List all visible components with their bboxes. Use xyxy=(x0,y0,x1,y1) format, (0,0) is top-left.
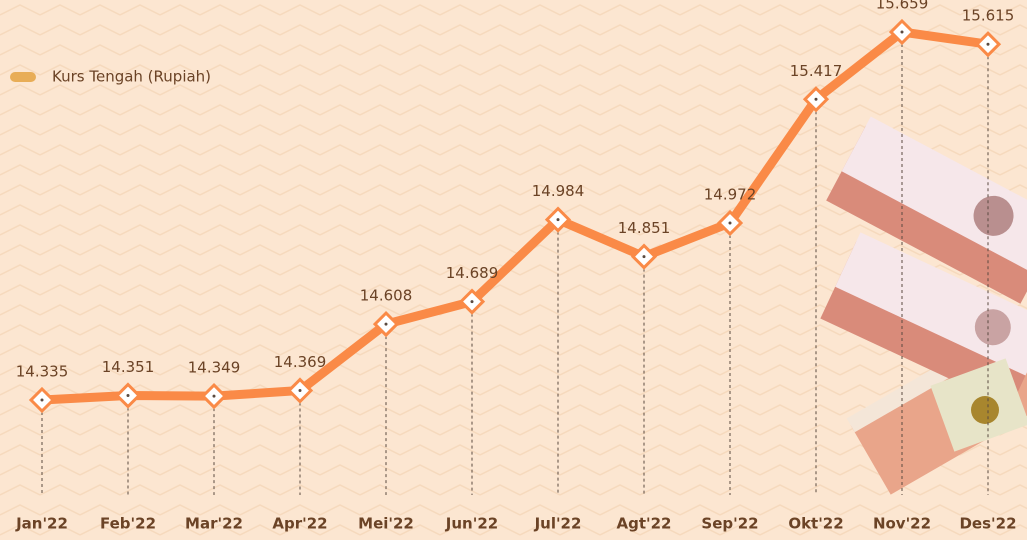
data-label: 14.689 xyxy=(446,264,499,282)
data-label: 14.972 xyxy=(704,185,757,203)
data-label: 14.608 xyxy=(360,287,413,305)
x-tick-label: Nov'22 xyxy=(873,515,931,533)
marker-dot xyxy=(126,394,130,398)
x-tick-label: Des'22 xyxy=(959,515,1016,533)
data-label: 14.851 xyxy=(618,219,671,237)
data-label: 14.984 xyxy=(532,182,585,200)
data-label: 14.369 xyxy=(274,353,327,371)
marker-dot xyxy=(728,221,732,225)
x-tick-label: Jul'22 xyxy=(534,515,582,533)
marker-dot xyxy=(212,394,216,398)
money-illustration xyxy=(820,116,1027,495)
x-tick-label: Mar'22 xyxy=(185,515,243,533)
data-line xyxy=(41,27,989,405)
marker-dot xyxy=(900,30,904,34)
x-tick-label: Jun'22 xyxy=(445,515,498,533)
x-tick-label: Feb'22 xyxy=(100,515,156,533)
legend-swatch xyxy=(10,72,36,82)
marker-dot xyxy=(298,389,302,393)
marker-dot xyxy=(384,322,388,326)
marker-dot xyxy=(556,218,560,222)
data-label: 15.615 xyxy=(962,7,1015,25)
marker-dot xyxy=(642,255,646,259)
data-label: 15.417 xyxy=(790,62,843,80)
marker-dot xyxy=(986,42,990,46)
legend-label: Kurs Tengah (Rupiah) xyxy=(52,68,211,86)
data-label: 14.351 xyxy=(102,358,155,376)
marker-dot xyxy=(470,300,474,304)
data-label: 14.349 xyxy=(188,359,241,377)
x-tick-label: Okt'22 xyxy=(788,515,843,533)
x-tick-label: Sep'22 xyxy=(701,515,758,533)
x-tick-label: Mei'22 xyxy=(358,515,414,533)
marker-dot xyxy=(814,97,818,101)
x-tick-label: Jan'22 xyxy=(15,515,68,533)
x-tick-label: Agt'22 xyxy=(617,515,672,533)
marker-dot xyxy=(40,398,44,402)
x-tick-label: Apr'22 xyxy=(272,515,327,533)
data-label: 14.335 xyxy=(16,363,69,381)
data-label: 15.659 xyxy=(876,0,929,13)
